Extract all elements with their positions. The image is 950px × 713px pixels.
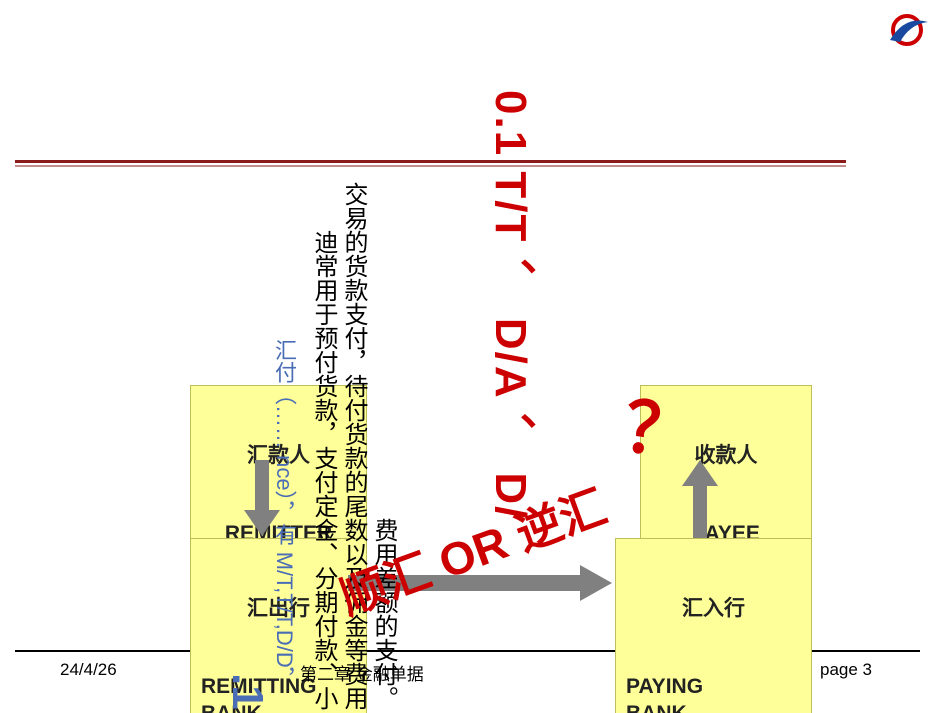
overlay-question-text: 顺汇 OR 逆汇 xyxy=(330,471,614,628)
footer-page: page 3 xyxy=(820,660,872,680)
title-rule xyxy=(15,160,846,163)
title-rule-shadow xyxy=(15,165,846,167)
box-pbank-cn: 汇入行 xyxy=(626,596,801,622)
heading-red-vertical: 0.1 T/T 、 D/A 、 D/ xyxy=(478,90,542,520)
logo-icon xyxy=(880,10,930,50)
footer-title: 第二章 金融单据 xyxy=(300,660,424,685)
box-pbank-en: PAYING BANK xyxy=(626,674,801,713)
question-mark-icon: ？ xyxy=(618,371,701,481)
section-number: .1 xyxy=(222,673,272,710)
text-blue-vertical: 汇付（…… nce），有 M/T,T/T,D/D， xyxy=(268,339,300,690)
footer-date: 24/4/26 xyxy=(60,660,117,680)
box-paying-bank: 汇入行 PAYING BANK xyxy=(615,538,812,713)
